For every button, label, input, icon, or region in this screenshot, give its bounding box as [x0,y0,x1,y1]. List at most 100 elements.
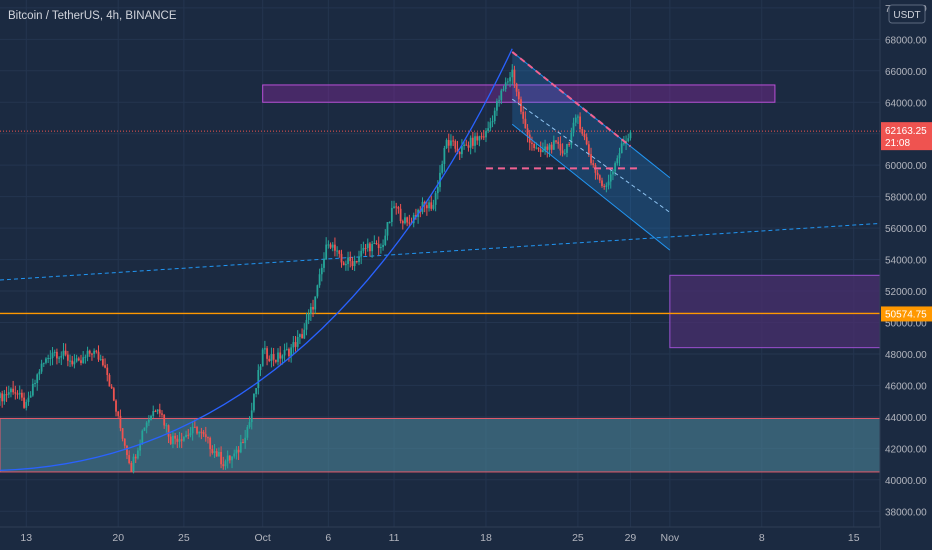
candle[interactable] [474,132,476,153]
candle[interactable] [40,359,43,374]
candle[interactable] [283,343,286,363]
candle[interactable] [373,235,376,245]
candle[interactable] [531,136,533,151]
candle[interactable] [544,139,546,155]
candle[interactable] [198,431,201,438]
candle[interactable] [620,139,623,154]
candle[interactable] [296,330,299,351]
candle[interactable] [117,410,120,418]
candle[interactable] [331,242,334,252]
candle[interactable] [555,140,557,144]
candle[interactable] [329,242,332,250]
candle[interactable] [145,421,148,434]
candle[interactable] [369,242,371,257]
candle[interactable] [482,129,485,141]
candle[interactable] [191,420,194,441]
candle[interactable] [218,447,220,457]
candle[interactable] [371,240,374,258]
candle[interactable] [338,249,341,258]
candle[interactable] [307,309,310,325]
candle[interactable] [215,448,218,457]
candle[interactable] [259,364,262,377]
candle[interactable] [548,143,551,158]
candle[interactable] [23,392,25,409]
candle[interactable] [566,143,568,158]
candle[interactable] [257,364,260,395]
candle[interactable] [537,147,540,152]
candle[interactable] [174,432,177,445]
candle[interactable] [158,403,161,418]
candle[interactable] [340,249,343,268]
candle[interactable] [253,393,255,413]
candles[interactable] [0,64,632,474]
candle[interactable] [270,347,273,368]
candle[interactable] [128,450,131,465]
candle[interactable] [627,133,630,143]
candle[interactable] [460,139,463,158]
candle[interactable] [612,168,614,181]
candle[interactable] [60,351,63,366]
candle[interactable] [467,141,470,152]
candle[interactable] [375,240,378,245]
candle[interactable] [134,454,137,464]
candle[interactable] [399,203,402,224]
candle[interactable] [279,346,282,365]
candle[interactable] [327,240,330,249]
candle[interactable] [3,389,6,405]
candle[interactable] [314,296,317,314]
candle[interactable] [469,135,472,155]
candle[interactable] [211,445,214,455]
candle[interactable] [49,350,52,366]
candle[interactable] [95,349,98,354]
candle[interactable] [147,415,150,426]
candle[interactable] [561,143,564,157]
candle[interactable] [601,177,603,188]
candle[interactable] [294,336,297,352]
candle[interactable] [66,350,69,367]
candle[interactable] [572,117,575,137]
candle[interactable] [579,112,581,133]
candle[interactable] [480,132,483,140]
candle[interactable] [213,444,216,459]
candle[interactable] [0,392,1,406]
candle[interactable] [577,114,579,124]
candle[interactable] [101,355,104,367]
candle[interactable] [176,435,179,448]
candle[interactable] [362,241,365,254]
candle[interactable] [550,142,553,154]
candle[interactable] [20,389,23,401]
candle[interactable] [263,340,266,354]
candle[interactable] [498,95,501,107]
candle[interactable] [123,438,126,449]
candle[interactable] [447,133,450,153]
candle[interactable] [75,354,78,363]
candle[interactable] [248,416,251,429]
candle[interactable] [226,450,229,469]
candle[interactable] [91,352,93,361]
candle[interactable] [1,390,4,408]
candle[interactable] [428,199,430,212]
candle[interactable] [443,145,446,172]
candle[interactable] [301,328,303,339]
candle[interactable] [12,380,15,395]
candle[interactable] [618,147,621,166]
candle[interactable] [189,427,192,438]
candle[interactable] [161,410,163,418]
candle[interactable] [500,88,503,105]
candle[interactable] [239,434,242,454]
candle[interactable] [432,199,435,211]
candle[interactable] [106,363,109,382]
candle[interactable] [364,244,367,256]
candle[interactable] [204,426,207,442]
candle[interactable] [299,333,301,345]
candle[interactable] [377,236,380,256]
candle[interactable] [14,385,17,400]
candle[interactable] [471,131,474,149]
candle[interactable] [526,124,529,143]
candle[interactable] [320,263,323,282]
candle[interactable] [506,78,509,86]
candle[interactable] [325,237,328,260]
candle[interactable] [45,357,47,365]
candle[interactable] [401,219,404,230]
